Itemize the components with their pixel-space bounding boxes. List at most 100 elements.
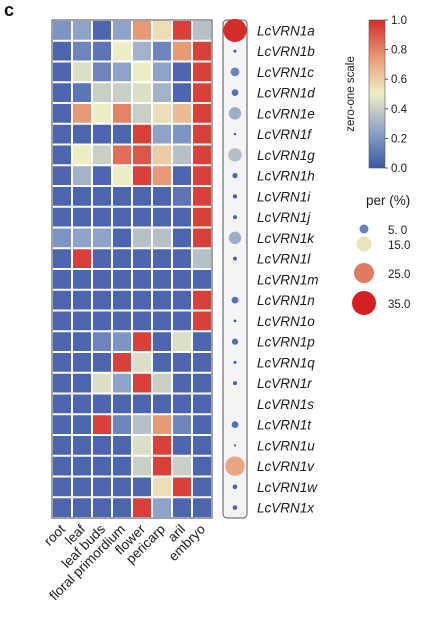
colorbar-tick-label: 0.4 [391,104,408,116]
heatmap-cell [113,249,131,268]
colorbar-tick-label: 1.0 [391,15,407,27]
size-legend-label: 15.0 [388,240,410,252]
heatmap-cell [113,104,131,123]
heatmap-cell [73,21,91,40]
gene-label: LcVRN1p [257,335,315,350]
heatmap-cell [173,270,191,289]
heatmap-cell [93,373,111,393]
colorbar: 1.0 0.8 0.6 0.4 0.2 0.0 zero-one scale [345,15,408,175]
heatmap-cell [173,145,191,165]
size-legend: per (%) 5. 0 15.0 25.0 35.0 [352,193,410,315]
gene-label: LcVRN1t [257,418,312,433]
heatmap-cell [153,394,171,414]
heatmap-cell [133,187,151,206]
heatmap-cell [173,228,191,248]
heatmap-cell [53,498,71,517]
gene-label: LcVRN1h [257,169,315,184]
heatmap-cell [153,207,171,227]
heatmap-cell [193,498,211,517]
heatmap-cell [113,41,131,61]
heatmap-cell [133,498,151,517]
heatmap-cell [93,353,111,372]
heatmap-cell [193,145,211,165]
heatmap-cell [73,332,91,351]
heatmap-cell [93,228,111,248]
heatmap-cell [93,62,111,82]
heatmap-cell [53,311,71,331]
heatmap-cell [113,498,131,517]
heatmap-cell [93,21,111,40]
heatmap-cell [93,187,111,206]
heatmap-cell [73,436,91,455]
size-legend-dot [359,224,369,234]
heatmap-cell [73,373,91,393]
heatmap-cell [173,21,191,40]
heatmap-cell [133,124,151,144]
heatmap-cell [73,104,91,123]
heatmap-cell [113,83,131,102]
heatmap-cell [173,104,191,123]
heatmap-cell [193,353,211,372]
gene-label: LcVRN1k [257,231,315,246]
heatmap-cell [153,228,171,248]
gene-label: LcVRN1i [257,189,311,204]
gene-label: LcVRN1m [257,272,319,287]
heatmap-cell [133,207,151,227]
heatmap-cell [53,332,71,351]
heatmap-cell [193,166,211,185]
gene-label: LcVRN1c [257,65,314,80]
heatmap-cell [193,41,211,61]
heatmap-cell [193,207,211,227]
heatmap-cell [193,104,211,123]
heatmap-cell [73,145,91,165]
heatmap-cell [73,41,91,61]
heatmap-cell [113,311,131,331]
per-dot [232,173,238,179]
heatmap-cell [93,166,111,185]
heatmap-cell [53,41,71,61]
heatmap-cell [153,332,171,351]
heatmap-cell [193,228,211,248]
heatmap-cell [113,477,131,497]
per-dot [232,484,238,490]
size-legend-label: 35.0 [388,299,410,311]
heatmap-cell [133,104,151,123]
heatmap-cell [153,477,171,497]
heatmap-cell [113,166,131,185]
heatmap-cell [153,62,171,82]
heatmap-cell [53,207,71,227]
heatmap-cell [173,436,191,455]
gene-labels: LcVRN1a LcVRN1b LcVRN1c LcVRN1d LcVRN1e LcVRN… [257,23,319,515]
heatmap-cell [113,353,131,372]
heatmap-cell [173,207,191,227]
heatmap-cell [53,456,71,476]
heatmap-cell [193,373,211,393]
heatmap-cell [73,249,91,268]
heatmap-cell [93,249,111,268]
heatmap-cell [153,311,171,331]
per-dot [232,194,238,199]
heatmap-cell [53,373,71,393]
per-dot [231,338,239,345]
gene-label: LcVRN1r [257,376,312,391]
heatmap-cell [73,62,91,82]
heatmap-cell [173,249,191,268]
colorbar-tick-label: 0.2 [391,133,407,145]
heatmap-cell [73,187,91,206]
heatmap-cell [133,21,151,40]
gene-label: LcVRN1w [257,480,318,495]
per-dot [233,215,237,220]
heatmap-cell [53,394,71,414]
heatmap-grid [53,21,211,517]
size-legend-dot [352,291,376,315]
heatmap-cell [133,311,151,331]
heatmap-cell [173,83,191,102]
heatmap-cell [53,21,71,40]
heatmap-cell [173,41,191,61]
per-dot [233,360,237,364]
heatmap-cell [173,62,191,82]
heatmap-cell [133,249,151,268]
heatmap-cell [113,456,131,476]
size-legend-label: 25.0 [388,269,410,281]
heatmap-cell [53,83,71,102]
